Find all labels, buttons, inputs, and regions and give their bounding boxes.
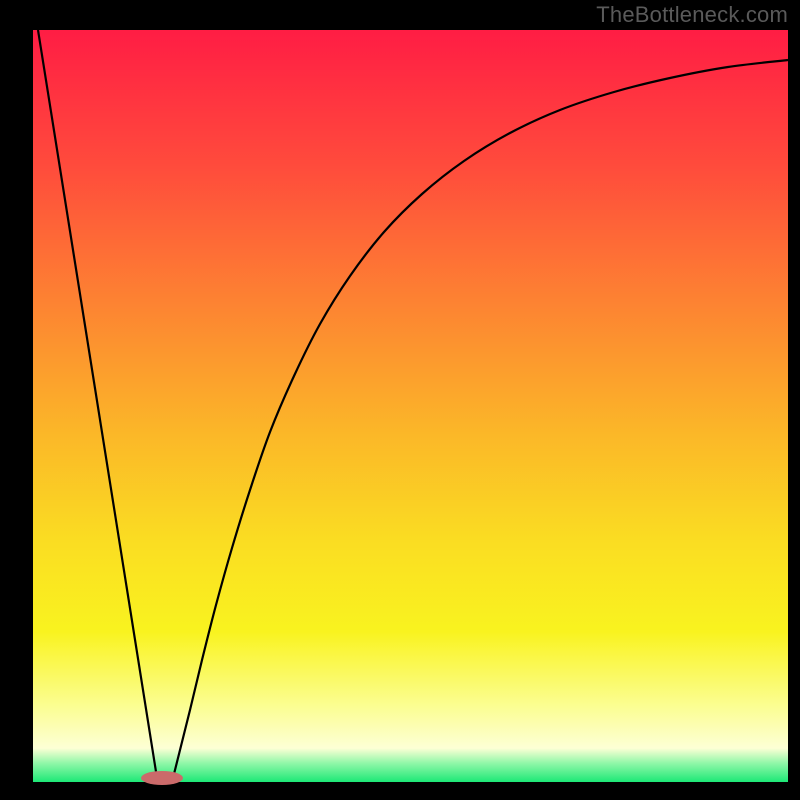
bottleneck-chart	[0, 0, 800, 800]
watermark-text: TheBottleneck.com	[596, 2, 788, 28]
chart-container: TheBottleneck.com	[0, 0, 800, 800]
plot-background	[33, 30, 788, 782]
minimum-marker	[141, 771, 183, 785]
